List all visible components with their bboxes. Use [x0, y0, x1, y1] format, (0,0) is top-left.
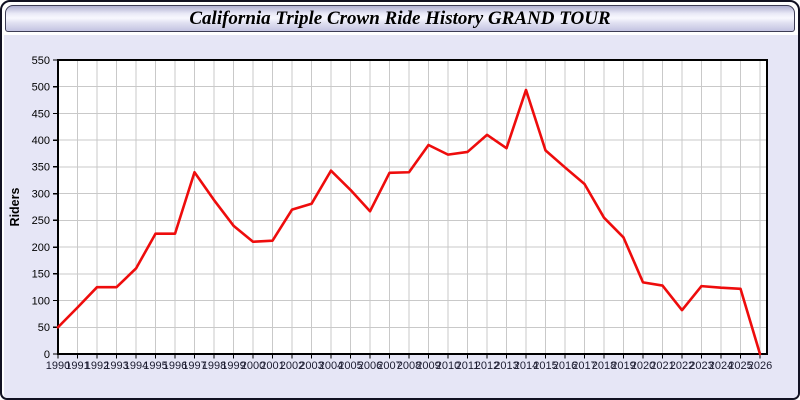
- svg-text:2023: 2023: [689, 360, 713, 372]
- y-axis-title: Riders: [8, 188, 22, 227]
- y-tick-labels: 0 50 100 150 200 250 300 350 400 450 500 550: [32, 55, 50, 361]
- svg-text:1997: 1997: [182, 360, 206, 372]
- svg-text:200: 200: [32, 242, 50, 254]
- svg-text:2005: 2005: [338, 360, 362, 372]
- svg-text:2006: 2006: [358, 360, 382, 372]
- svg-text:350: 350: [32, 162, 50, 174]
- svg-text:2025: 2025: [728, 360, 752, 372]
- svg-text:2021: 2021: [650, 360, 674, 372]
- svg-text:2019: 2019: [611, 360, 635, 372]
- data-line-riders: [56, 88, 762, 356]
- svg-text:2000: 2000: [241, 360, 265, 372]
- chart-panel: 0 50 100 150 200 250 300 350 400 450 500 550 1990 199…: [4, 35, 798, 398]
- svg-text:2003: 2003: [299, 360, 323, 372]
- svg-text:2017: 2017: [572, 360, 596, 372]
- svg-text:500: 500: [32, 82, 50, 94]
- chart-root: 0501001502002503003504004505005501990199…: [8, 55, 772, 372]
- svg-text:2022: 2022: [670, 360, 694, 372]
- svg-text:450: 450: [32, 108, 50, 120]
- svg-text:2010: 2010: [436, 360, 460, 372]
- svg-text:2001: 2001: [260, 360, 284, 372]
- svg-text:2008: 2008: [397, 360, 421, 372]
- svg-text:2014: 2014: [514, 360, 538, 372]
- chart-canvas: 0501001502002503003504004505005501990199…: [8, 55, 772, 372]
- svg-text:2004: 2004: [319, 360, 343, 372]
- svg-text:250: 250: [32, 215, 50, 227]
- plot-border: [57, 59, 768, 355]
- svg-text:2007: 2007: [377, 360, 401, 372]
- svg-text:300: 300: [32, 188, 50, 200]
- svg-text:550: 550: [32, 55, 50, 67]
- svg-text:2026: 2026: [748, 360, 772, 372]
- svg-text:1991: 1991: [65, 360, 89, 372]
- svg-text:1993: 1993: [104, 360, 128, 372]
- svg-text:2020: 2020: [631, 360, 655, 372]
- svg-text:1995: 1995: [143, 360, 167, 372]
- svg-text:150: 150: [32, 269, 50, 281]
- svg-text:2011: 2011: [456, 360, 480, 372]
- svg-text:100: 100: [32, 295, 50, 307]
- plot-area: [58, 60, 767, 354]
- svg-text:400: 400: [32, 135, 50, 147]
- svg-text:1992: 1992: [85, 360, 109, 372]
- svg-text:2009: 2009: [416, 360, 440, 372]
- svg-text:1999: 1999: [221, 360, 245, 372]
- svg-text:2013: 2013: [494, 360, 518, 372]
- svg-text:1994: 1994: [124, 360, 148, 372]
- x-tick-labels: 1990199119921993199419951996199719981999…: [46, 360, 772, 372]
- svg-text:2018: 2018: [592, 360, 616, 372]
- svg-text:2002: 2002: [280, 360, 304, 372]
- axis-ticks: [53, 59, 761, 359]
- svg-text:1996: 1996: [163, 360, 187, 372]
- svg-text:2015: 2015: [533, 360, 557, 372]
- svg-text:1990: 1990: [46, 360, 70, 372]
- title-bar: California Triple Crown Ride History GRA…: [5, 5, 795, 32]
- svg-text:1998: 1998: [202, 360, 226, 372]
- svg-text:2024: 2024: [709, 360, 733, 372]
- chart-title: California Triple Crown Ride History GRA…: [189, 8, 611, 29]
- svg-text:2012: 2012: [475, 360, 499, 372]
- svg-text:2016: 2016: [553, 360, 577, 372]
- svg-text:50: 50: [38, 322, 50, 334]
- svg-text:0: 0: [44, 349, 50, 361]
